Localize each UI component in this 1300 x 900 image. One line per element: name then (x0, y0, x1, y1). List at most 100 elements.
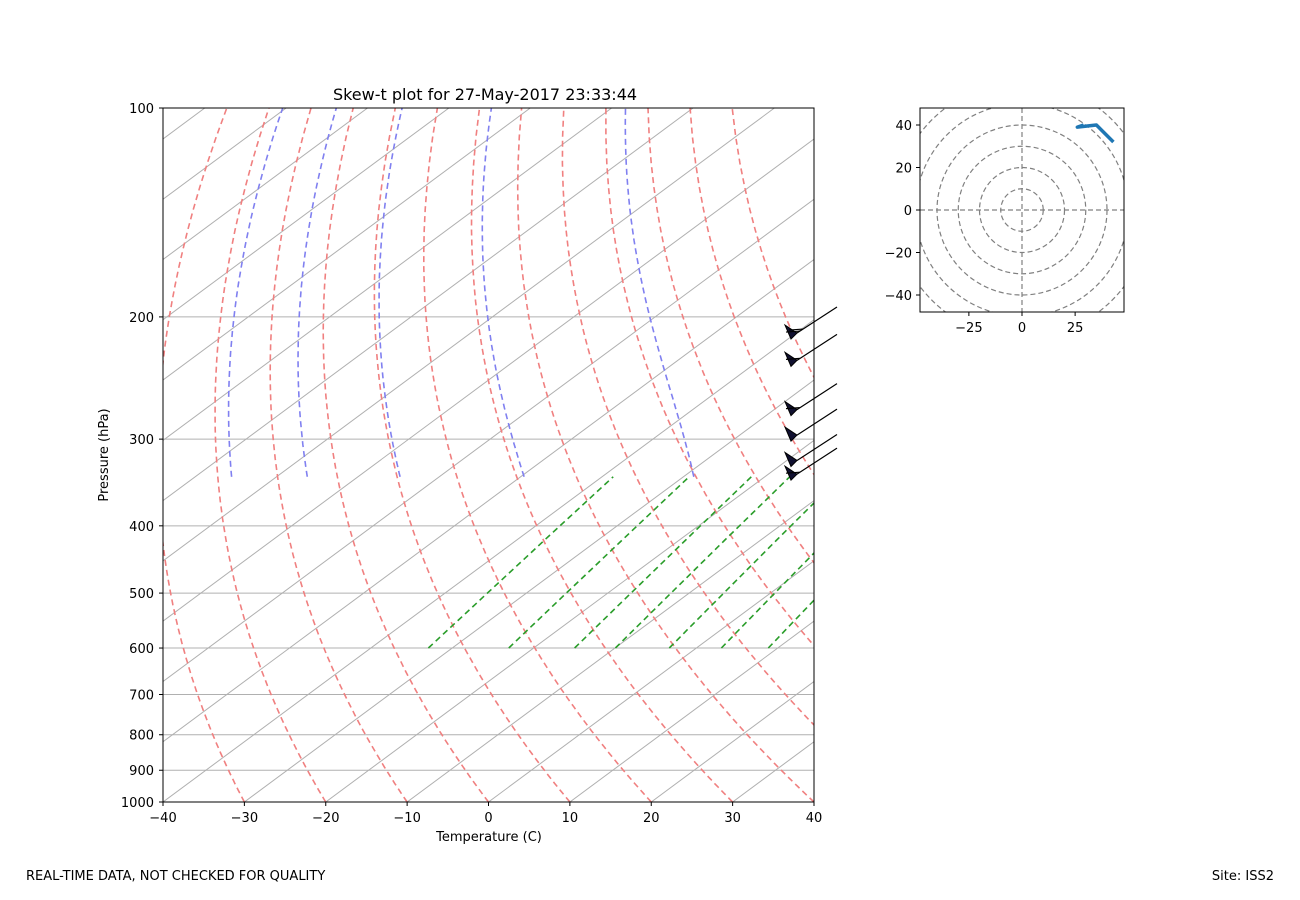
plot-data-lines (902, 108, 1300, 454)
isotherm-line (163, 258, 814, 743)
y-tick-label: 300 (129, 433, 154, 448)
wind-barb-pennant (783, 425, 798, 442)
isotherm-line (650, 680, 814, 802)
dry-adiabat (647, 108, 814, 565)
hodograph-x-tick-label: 0 (1018, 321, 1026, 336)
wind-barb (783, 433, 838, 468)
isotherm-line (163, 108, 531, 381)
temperature-trace (983, 108, 1300, 446)
x-axis-label: Temperature (C) (435, 830, 542, 845)
y-tick-label: 700 (129, 688, 154, 703)
isotherm-line (163, 198, 814, 683)
y-tick-label: 500 (129, 587, 154, 602)
isotherm-line (244, 379, 814, 802)
hodograph-y-tick-label: 0 (904, 204, 912, 219)
wind-barb-feather (785, 406, 801, 410)
moist-adiabat (227, 108, 284, 477)
moist-adiabat (481, 108, 525, 478)
wind-barb-staff (796, 383, 838, 411)
y-tick-label: 200 (129, 311, 154, 326)
hodograph-y-tick-label: 20 (895, 162, 912, 177)
y-tick-label: 400 (129, 520, 154, 535)
wind-barb-feather (785, 330, 801, 333)
isotherm-line (163, 108, 612, 441)
dry-adiabat (516, 108, 814, 802)
isotherm-line (732, 741, 814, 802)
wind-barb-staff (796, 306, 838, 334)
isotherm-line (163, 108, 694, 502)
x-tick-label: −20 (312, 811, 339, 826)
y-tick-label: 1000 (121, 796, 154, 811)
wind-barb-feather (785, 471, 801, 474)
x-tick-label: −10 (393, 811, 420, 826)
wind-barb (783, 383, 838, 417)
hodograph-axes: −25 0 25 40 20 0 −20 −40 (885, 119, 1084, 336)
plot-axes: −40 −30 −20 −10 0 10 20 30 40 100 200 300 400 500 600 7… (121, 102, 822, 826)
dewpoint-trace (902, 108, 1300, 454)
hodograph-ring (957, 145, 1087, 275)
dry-adiabat (561, 108, 814, 727)
isotherm-line (406, 499, 814, 802)
isotherm-line (325, 439, 814, 802)
hodograph-y-tick-label: −40 (885, 289, 912, 304)
wind-barb-staff (796, 333, 838, 361)
wind-barb (783, 408, 838, 442)
dry-adiabat (470, 108, 734, 802)
x-tick-label: 10 (562, 811, 579, 826)
mixing-ratio-line (668, 501, 814, 649)
plot-background-lines (163, 108, 991, 802)
mixing-ratio-line (720, 551, 814, 649)
x-tick-label: −30 (231, 811, 258, 826)
y-tick-label: 100 (129, 102, 154, 117)
y-tick-label: 800 (129, 729, 154, 744)
wind-barb (783, 306, 838, 340)
plot-frame (162, 107, 815, 803)
x-tick-label: 30 (724, 811, 741, 826)
mixing-ratio-line (508, 476, 690, 649)
dry-adiabat (373, 108, 571, 802)
site-label: Site: ISS2 (1211, 869, 1274, 884)
hodograph-frame (919, 107, 1125, 313)
mixing-ratio-line (614, 476, 791, 649)
chart-title: Skew-t plot for 27-May-2017 23:33:44 (333, 85, 637, 104)
hodograph-line (1075, 123, 1115, 144)
mixing-ratio-line (767, 599, 814, 649)
isotherm-line (163, 108, 775, 562)
y-axis-label: Pressure (hPa) (97, 408, 112, 501)
moist-adiabat (297, 108, 338, 477)
wind-barb-staff (796, 408, 838, 436)
isotherm-line (163, 108, 368, 261)
wind-barb-feather (788, 328, 804, 331)
dry-adiabat (322, 108, 490, 802)
x-tick-label: 20 (643, 811, 660, 826)
dry-adiabat (422, 108, 652, 802)
wind-barb (783, 447, 838, 482)
dry-adiabat (689, 108, 814, 476)
isotherm-line (163, 108, 450, 321)
mixing-ratio-line (574, 476, 752, 649)
isotherm-line (163, 319, 814, 802)
isotherm-line (163, 138, 814, 622)
hodograph-y-tick-label: −20 (885, 247, 912, 262)
wind-barb-staff (796, 433, 838, 461)
isotherm-line (813, 801, 814, 802)
y-tick-label: 900 (129, 764, 154, 779)
moist-adiabat (378, 108, 403, 477)
hodograph-x-tick-label: −25 (955, 321, 982, 336)
wind-barbs (783, 306, 838, 482)
hodograph-x-tick-label: 25 (1067, 321, 1084, 336)
quality-disclaimer: REAL-TIME DATA, NOT CHECKED FOR QUALITY (26, 869, 326, 884)
hodograph-trace (1075, 123, 1115, 144)
dry-adiabat (269, 108, 408, 802)
isotherm-line (488, 560, 814, 802)
wind-barb-feather (785, 357, 801, 360)
dry-adiabat (605, 108, 814, 647)
x-tick-label: 0 (484, 811, 492, 826)
mixing-ratio-line (830, 477, 991, 648)
dry-adiabat (163, 108, 246, 802)
hodograph-rings (920, 108, 1124, 312)
mixing-ratio-line (427, 476, 614, 649)
isotherm-line (569, 620, 814, 802)
wind-barb-staff (796, 447, 838, 475)
